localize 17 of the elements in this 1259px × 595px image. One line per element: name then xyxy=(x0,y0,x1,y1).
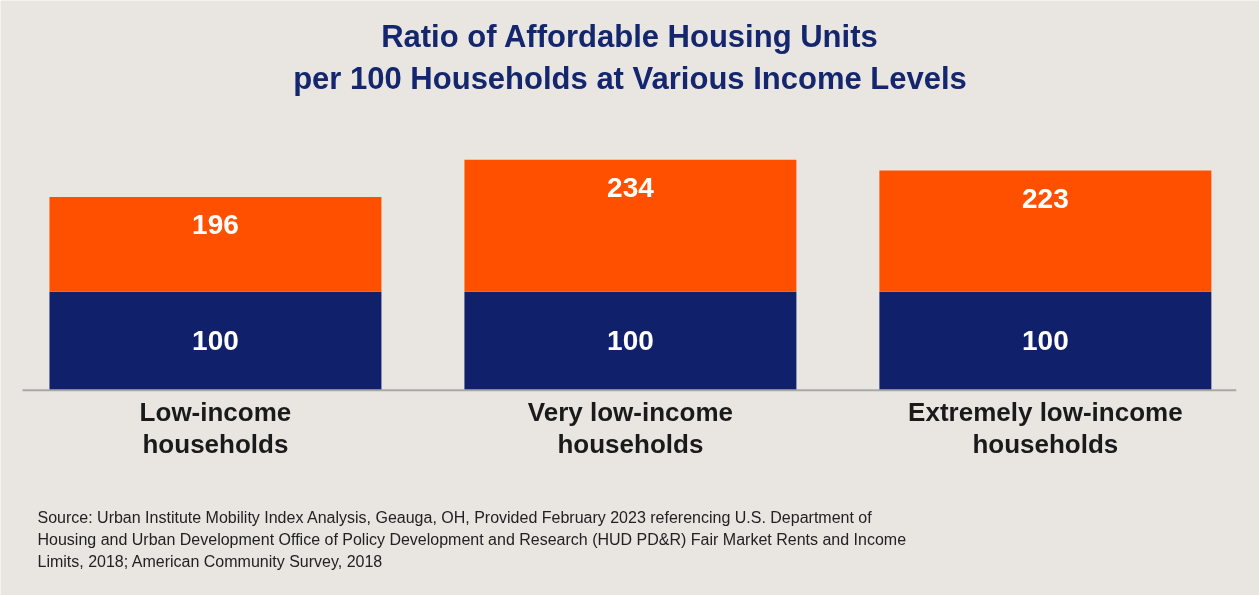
total-label: 223 xyxy=(1022,182,1069,214)
chart-title: Ratio of Affordable Housing Units per 100 Households at Various Income Levels xyxy=(293,18,967,96)
bar xyxy=(49,197,382,292)
data-label: 100 xyxy=(192,325,239,357)
x-tick-label: Very low-income households xyxy=(527,397,734,459)
data-label: 100 xyxy=(1022,325,1069,357)
source-note: Source: Urban Institute Mobility Index Analysis, Geauga, OH, Provided February 2023 referencing U.S. Department of Housing and Urban Development Office of Policy Development and Research (HUD PD&R) Fair Market Rents and Income Limits, 2018; American Community Survey, 2018 xyxy=(37,508,907,570)
bar xyxy=(879,170,1212,292)
total-label: 234 xyxy=(607,171,655,203)
bar xyxy=(49,291,382,391)
x-tick-label: Extremely low-income households xyxy=(908,397,1183,459)
bar xyxy=(464,291,797,391)
data-label: 100 xyxy=(607,325,654,357)
bar xyxy=(879,291,1212,391)
total-label: 196 xyxy=(192,209,239,241)
x-tick-label: Low-income households xyxy=(139,397,292,459)
bar xyxy=(464,159,797,292)
